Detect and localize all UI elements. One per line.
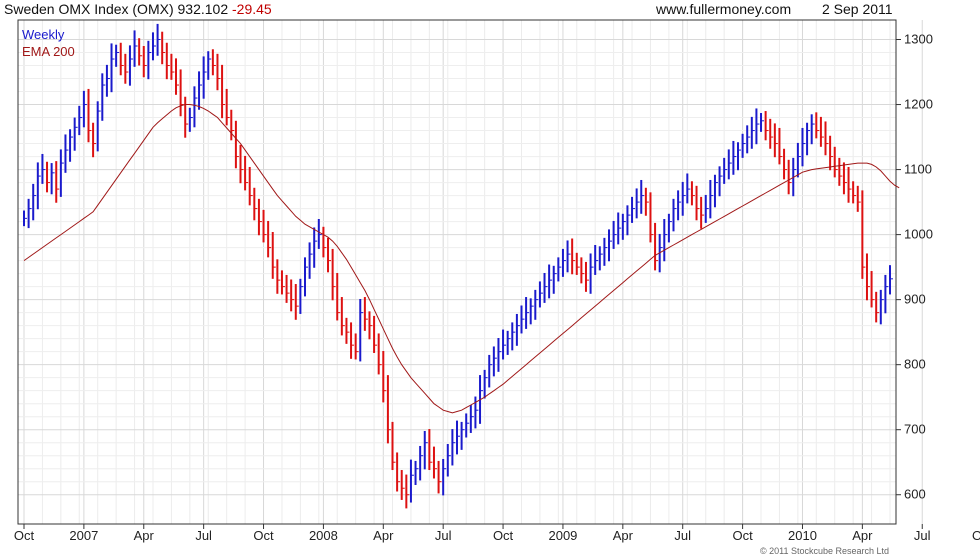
x-tick-label: 2008 — [309, 528, 338, 543]
x-tick-label: 2007 — [69, 528, 98, 543]
y-tick-label: 900 — [904, 292, 926, 307]
source-site: www.fullermoney.com — [656, 1, 792, 17]
x-tick-label: Apr — [373, 528, 394, 543]
copyright-notice: © 2011 Stockcube Research Ltd — [760, 546, 890, 556]
y-tick-label: 1100 — [904, 162, 932, 177]
x-tick-label: 2009 — [548, 528, 577, 543]
x-tick-label: Oct — [14, 528, 35, 543]
plot-frame — [17, 19, 897, 525]
x-tick-label: Jul — [435, 528, 452, 543]
chart-header: Sweden OMX Index (OMX) 932.102 -29.45 ww… — [0, 0, 980, 20]
price-change: -29.45 — [232, 1, 272, 17]
chart-title: Sweden OMX Index (OMX) 932.102 -29.45 — [4, 1, 272, 17]
legend-weekly: Weekly — [22, 27, 65, 42]
x-tick-label: 2010 — [788, 528, 817, 543]
chart-date: 2 Sep 2011 — [822, 1, 893, 17]
y-tick-label: 1300 — [904, 32, 933, 47]
x-tick-label: Jul — [674, 528, 691, 543]
y-tick-label: 700 — [904, 422, 926, 437]
y-tick-label: 800 — [904, 357, 926, 372]
y-tick-label: 1200 — [904, 97, 933, 112]
x-tick-label: Apr — [852, 528, 873, 543]
x-tick-label: Oct — [493, 528, 514, 543]
x-tick-label: Jul — [914, 528, 931, 543]
x-tick-label: Apr — [613, 528, 634, 543]
y-tick-label: 600 — [904, 487, 926, 502]
x-tick-label: Oct — [972, 528, 980, 543]
x-tick-label: Apr — [134, 528, 155, 543]
x-tick-label: Jul — [195, 528, 212, 543]
ema-200-line — [23, 104, 900, 414]
x-tick-label: Oct — [253, 528, 274, 543]
legend-ema-200: EMA 200 — [22, 44, 75, 59]
y-tick-label: 1000 — [904, 227, 933, 242]
x-tick-label: Oct — [732, 528, 753, 543]
